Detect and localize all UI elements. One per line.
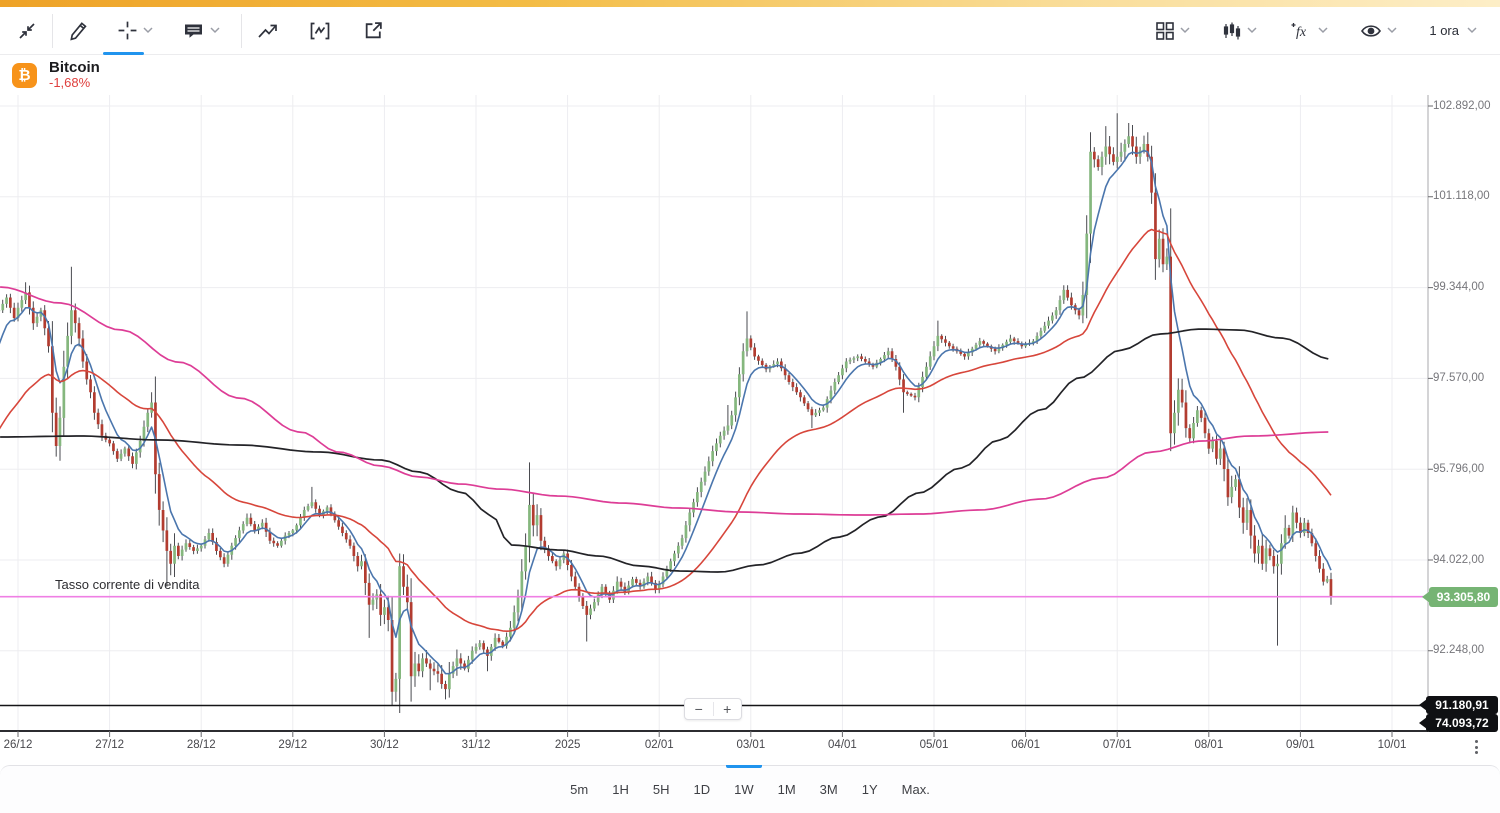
chart-type-candles-icon <box>1224 22 1241 39</box>
symbol-change: -1,68% <box>49 75 91 91</box>
x-axis-label: 30/12 <box>370 739 399 751</box>
y-axis-label: 95.796,00 <box>1433 462 1485 475</box>
zoom-control: − + <box>684 698 742 720</box>
y-axis-label: 92.248,00 <box>1433 644 1485 657</box>
trendline-icon <box>258 24 277 38</box>
indicator-window-icon <box>310 22 330 39</box>
draw-button[interactable] <box>61 14 96 47</box>
x-axis-label: 06/01 <box>1011 739 1041 751</box>
current-price-badge: 93.305,80 <box>1429 586 1498 607</box>
chevron-down-icon <box>1318 27 1328 34</box>
x-axis-label: 02/01 <box>644 739 674 751</box>
chevron-down-icon <box>1467 27 1477 34</box>
chevron-down-icon <box>1247 27 1257 34</box>
collapse-icon <box>19 22 35 39</box>
toolbar-divider <box>52 13 53 48</box>
share-button[interactable] <box>356 14 391 47</box>
zoom-in-button[interactable]: + <box>723 701 732 717</box>
range-button-1m[interactable]: 1M <box>777 782 796 797</box>
x-axis-label: 08/01 <box>1194 739 1224 751</box>
chevron-down-icon <box>1387 27 1397 34</box>
chevron-down-icon <box>210 27 220 34</box>
draw-pencil-icon <box>70 22 87 41</box>
y-axis-label: 102.892,00 <box>1433 99 1491 112</box>
chevron-down-icon <box>143 27 153 34</box>
low-level-badge: 91.180,91 <box>1426 696 1498 714</box>
range-button-3m[interactable]: 3M <box>819 782 838 797</box>
timeframe-dropdown[interactable]: 1 ora <box>1422 17 1484 44</box>
x-axis-label: 05/01 <box>919 739 949 751</box>
range-button-1y[interactable]: 1Y <box>861 782 878 797</box>
x-axis-label: 29/12 <box>278 739 308 751</box>
top-accent-bar <box>0 0 1500 7</box>
chart-toolbar: fx 1 ora <box>0 7 1500 55</box>
sell-rate-label: Tasso corrente di vendita <box>55 577 200 592</box>
x-axis-label: 03/01 <box>736 739 766 751</box>
range-bar: 5m 1H 5H 1D 1W 1M 3M 1Y Max. <box>0 765 1500 813</box>
y-axis-label: 101.118,00 <box>1433 190 1490 203</box>
x-axis-label: 2025 <box>554 739 581 751</box>
symbol-name: Bitcoin <box>49 58 100 76</box>
active-tool-indicator <box>103 52 144 55</box>
y-axis-label: 94.022,00 <box>1433 553 1485 566</box>
zoom-out-button[interactable]: − <box>694 701 703 717</box>
indicators-fx-icon: fx <box>1291 22 1307 40</box>
share-icon <box>365 22 382 39</box>
y-axis-label: 97.570,00 <box>1433 371 1485 384</box>
comment-button[interactable] <box>176 15 227 47</box>
x-axis-label: 07/01 <box>1102 739 1132 751</box>
symbol-header: ₿ Bitcoin -1,68% <box>0 55 100 95</box>
layout-grid-icon <box>1156 21 1175 40</box>
crosshair-icon <box>118 21 137 40</box>
indicator-window-button[interactable] <box>302 15 338 47</box>
secondary-level-badge: 74.093,72 <box>1426 714 1498 732</box>
zoom-divider <box>712 702 714 716</box>
layout-grid-button[interactable] <box>1148 15 1197 47</box>
range-button-5m[interactable]: 5m <box>570 782 589 797</box>
range-button-5h[interactable]: 5H <box>652 782 670 797</box>
crosshair-tool-button[interactable] <box>110 14 160 47</box>
x-axis-label: 27/12 <box>95 739 124 751</box>
axis-menu-button[interactable] <box>1468 736 1484 758</box>
chevron-down-icon <box>1180 27 1190 34</box>
visibility-eye-icon <box>1361 24 1382 37</box>
range-button-max[interactable]: Max. <box>901 782 930 797</box>
trendline-button[interactable] <box>250 15 286 47</box>
timeframe-label: 1 ora <box>1429 23 1459 38</box>
x-axis-label: 10/01 <box>1377 739 1407 751</box>
svg-text:fx: fx <box>1296 25 1307 40</box>
collapse-button[interactable] <box>10 15 44 47</box>
visibility-button[interactable] <box>1353 15 1404 47</box>
x-axis-label: 04/01 <box>828 739 857 751</box>
y-axis-label: 99.344,00 <box>1433 281 1485 294</box>
bitcoin-icon: ₿ <box>12 62 37 88</box>
chart-type-button[interactable] <box>1215 15 1264 47</box>
comment-icon <box>185 24 202 38</box>
x-axis-label: 28/12 <box>186 739 216 751</box>
x-axis-label: 31/12 <box>461 739 491 751</box>
range-button-1h[interactable]: 1H <box>612 782 629 797</box>
indicators-button[interactable]: fx <box>1282 15 1335 47</box>
toolbar-divider <box>241 13 242 48</box>
x-axis-label: 09/01 <box>1286 739 1315 751</box>
range-button-1w[interactable]: 1W <box>722 765 766 813</box>
x-axis-label: 26/12 <box>3 739 33 751</box>
range-button-1d[interactable]: 1D <box>693 782 711 797</box>
